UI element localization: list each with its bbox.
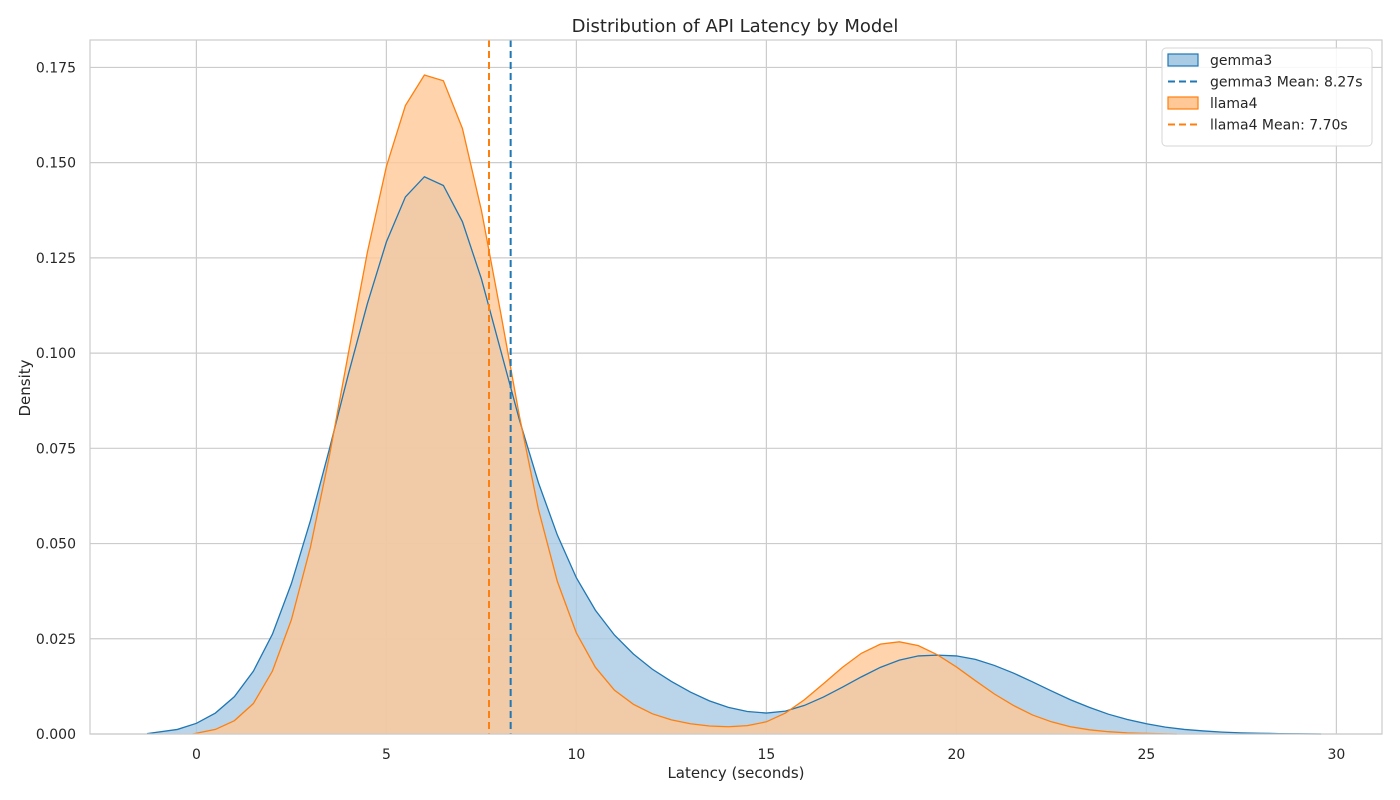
legend-label: llama4 [1210, 96, 1258, 112]
y-axis-ticks: 0.000 0.025 0.050 0.075 0.100 0.125 0.150 0.175 [36, 60, 76, 743]
y-tick-label: 0.075 [36, 441, 76, 457]
x-tick-label: 5 [382, 747, 391, 763]
x-tick-label: 0 [192, 747, 201, 763]
density-areas [146, 74, 1322, 735]
legend-label: gemma3 Mean: 8.27s [1210, 75, 1363, 91]
mean-lines [488, 40, 512, 734]
y-tick-label: 0.175 [36, 60, 76, 76]
chart-title: Distribution of API Latency by Model [572, 16, 899, 37]
x-tick-label: 10 [567, 747, 585, 763]
legend-swatch [1167, 53, 1199, 67]
x-axis-ticks: 0 5 10 15 20 25 30 [192, 747, 1345, 763]
plot-frame [89, 39, 1383, 735]
density-area-llama4 [192, 75, 1177, 735]
y-axis-title: Density [16, 359, 34, 416]
y-tick-label: 0.050 [36, 537, 76, 553]
y-tick-label: 0.150 [36, 156, 76, 172]
legend-label: llama4 Mean: 7.70s [1210, 118, 1348, 134]
x-tick-label: 15 [757, 747, 775, 763]
x-tick-label: 20 [947, 747, 965, 763]
legend: gemma3 gemma3 Mean: 8.27s llama4 llama4 Mea… [1161, 47, 1373, 147]
y-tick-label: 0.025 [36, 632, 76, 648]
legend-item: gemma3 [1167, 53, 1272, 69]
legend-box [1161, 47, 1373, 147]
x-tick-label: 30 [1327, 747, 1345, 763]
density-line-gemma3 [146, 175, 1322, 735]
legend-label: gemma3 [1210, 53, 1272, 69]
y-tick-label: 0.125 [36, 251, 76, 267]
x-tick-label: 25 [1137, 747, 1155, 763]
density-line-llama4 [192, 74, 1177, 735]
legend-swatch [1167, 96, 1199, 110]
legend-item: llama4 [1167, 96, 1258, 112]
y-tick-label: 0.100 [36, 346, 76, 362]
y-tick-label: 0.000 [36, 727, 76, 743]
legend-item: gemma3 Mean: 8.27s [1168, 75, 1363, 91]
x-axis-title: Latency (seconds) [667, 764, 804, 782]
legend-item: llama4 Mean: 7.70s [1168, 118, 1348, 134]
